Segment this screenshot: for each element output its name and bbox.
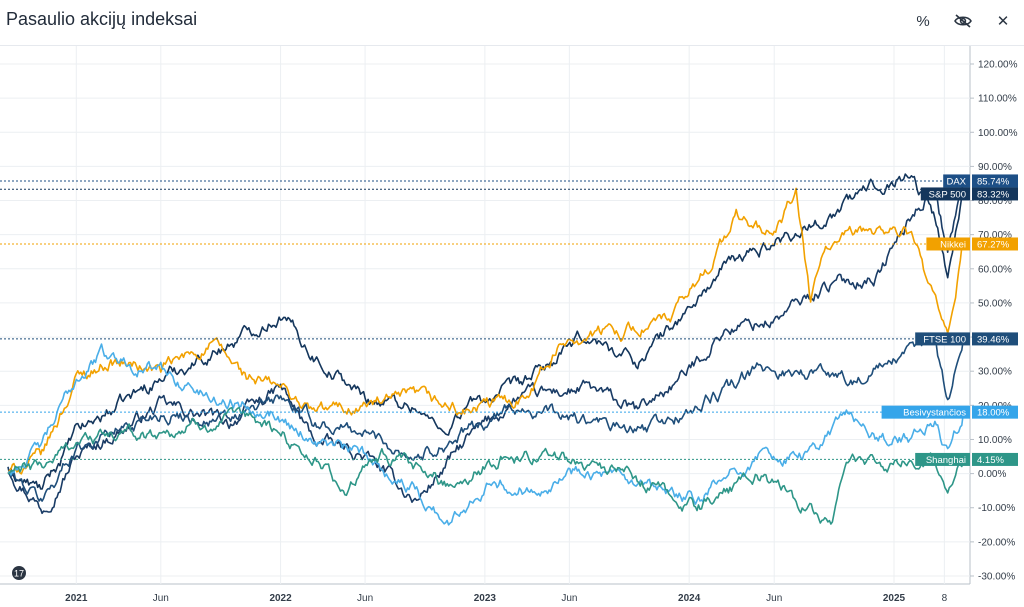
close-icon[interactable]: ✕ (996, 13, 1010, 30)
series-name-tag (926, 237, 970, 251)
series-name-label: FTSE 100 (923, 334, 966, 345)
x-tick-label: 2021 (65, 593, 88, 604)
line-chart: 120.00%110.00%100.00%90.00%80.00%70.00%6… (0, 46, 1018, 604)
x-tick-label: Jun (561, 593, 577, 604)
y-tick-label: 80.00% (978, 196, 1012, 207)
series-line-ftse-100 (7, 335, 965, 502)
series-name-label: Besivystančios (903, 408, 966, 419)
series-name-label: Shanghai (926, 455, 966, 466)
y-tick-label: 70.00% (978, 230, 1012, 241)
series-value-label: 83.32% (977, 189, 1010, 200)
y-tick-label: 10.00% (978, 435, 1012, 446)
y-tick-label: 30.00% (978, 367, 1012, 378)
series-line-dax (7, 180, 965, 515)
series-value-label: 18.00% (977, 408, 1010, 419)
series-line-nikkei (7, 187, 965, 475)
series-name-tag (881, 405, 970, 419)
svg-text:17: 17 (14, 569, 24, 579)
y-tick-label: 0.00% (978, 469, 1006, 480)
series-tag-besivystan-ios: Besivystančios 18.00% (881, 405, 1018, 419)
series-value-tag (972, 405, 1018, 419)
y-tick-label: 120.00% (978, 60, 1018, 71)
page-title: Pasaulio akcijų indeksai (6, 9, 198, 29)
series-tag-shanghai: Shanghai 4.15% (915, 452, 1018, 466)
y-tick-label: 90.00% (978, 162, 1012, 173)
series-value-tag (972, 187, 1018, 201)
series-name-tag (920, 187, 970, 201)
x-tick-label: 8 (942, 593, 948, 604)
toolbar: % ✕ (912, 10, 1014, 32)
x-tick-label: Jun (357, 593, 373, 604)
percent-icon[interactable]: % (916, 12, 930, 30)
series-value-tag (972, 452, 1018, 466)
y-axis: 120.00%110.00%100.00%90.00%80.00%70.00%6… (978, 60, 1018, 583)
series-name-tag (943, 174, 970, 188)
series-name-label: Nikkei (940, 239, 966, 250)
series-value-label: 67.27% (977, 239, 1010, 250)
series-value-tag (972, 237, 1018, 251)
x-tick-label: Jun (153, 593, 169, 604)
series-value-label: 4.15% (977, 455, 1004, 466)
series-tags: DAX 85.74% S&P 500 83.32% Nikkei 67.27% FTSE 1… (0, 174, 1018, 466)
y-tick-label: 100.00% (978, 128, 1018, 139)
series-tag-dax: DAX 85.74% (943, 174, 1018, 188)
series-line-s-p-500 (7, 173, 965, 490)
series-value-tag (972, 174, 1018, 188)
y-tick-label: -20.00% (978, 537, 1015, 548)
series-name-tag (915, 332, 970, 346)
series-value-tag (972, 332, 1018, 346)
series-name-tag (915, 452, 970, 466)
y-tick-label: 110.00% (978, 94, 1017, 105)
grid (0, 46, 974, 585)
series-name-label: S&P 500 (929, 189, 966, 200)
series-lines (7, 173, 965, 526)
hide-icon[interactable] (952, 10, 974, 32)
tradingview-logo-icon: 17 (12, 566, 26, 580)
y-tick-label: 60.00% (978, 264, 1012, 275)
series-value-label: 85.74% (977, 176, 1010, 187)
series-tag-s-p-500: S&P 500 83.32% (920, 187, 1018, 201)
y-tick-label: -10.00% (978, 503, 1015, 514)
y-tick-label: -30.00% (978, 572, 1015, 583)
series-line-besivystan-ios (7, 343, 965, 526)
x-tick-label: 2024 (678, 593, 701, 604)
series-value-label: 39.46% (977, 334, 1010, 345)
y-tick-label: 50.00% (978, 298, 1012, 309)
series-tag-ftse-100: FTSE 100 39.46% (915, 332, 1018, 346)
series-line-shanghai (7, 406, 965, 525)
x-tick-label: Jun (766, 593, 782, 604)
x-tick-label: 2023 (474, 593, 497, 604)
series-tag-nikkei: Nikkei 67.27% (926, 237, 1018, 251)
chart-header: Pasaulio akcijų indeksai % ✕ (0, 0, 1024, 46)
x-tick-label: 2022 (269, 593, 292, 604)
x-axis: 2021 Jun 2022 Jun 2023 Jun 2024 Jun 2025 8 (65, 593, 947, 604)
x-tick-label: 2025 (883, 593, 906, 604)
series-name-label: DAX (946, 176, 966, 187)
